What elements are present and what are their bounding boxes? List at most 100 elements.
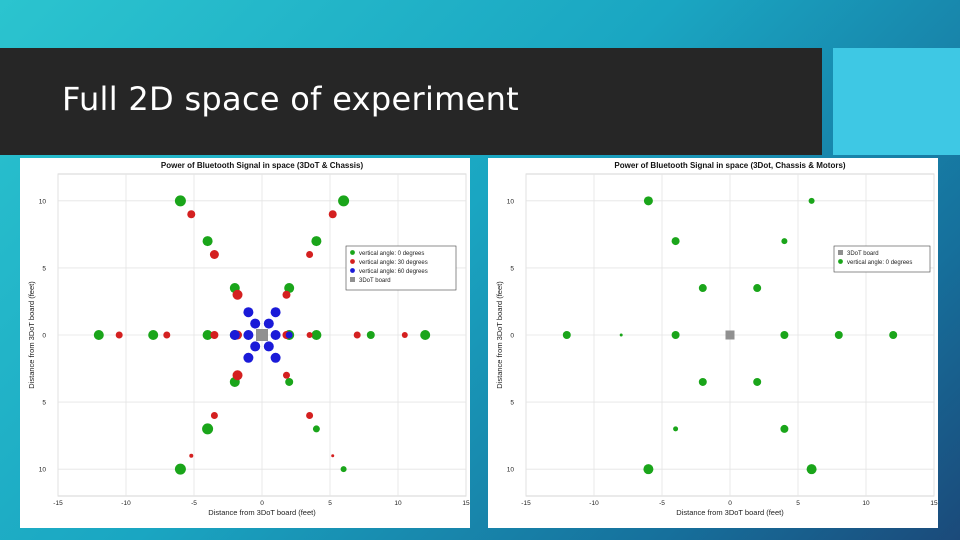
accent-box (833, 48, 960, 155)
x-tick-label: 5 (328, 500, 332, 507)
y-tick-label: 10 (507, 467, 515, 474)
data-point (808, 197, 815, 204)
data-point (250, 318, 261, 329)
legend-swatch (350, 268, 355, 273)
x-tick-label: -10 (121, 500, 131, 507)
data-point (174, 463, 186, 475)
data-point (187, 210, 196, 219)
data-point (232, 370, 243, 381)
x-tick-label: -5 (191, 500, 197, 507)
x-axis-label: Distance from 3DoT board (feet) (676, 508, 784, 517)
y-tick-label: 5 (42, 400, 46, 407)
data-point (232, 289, 243, 300)
legend-label: vertical angle: 0 degrees (359, 251, 424, 257)
data-point (311, 330, 322, 340)
chart-title: Power of Bluetooth Signal in space (3DoT… (161, 161, 364, 170)
data-point (250, 341, 261, 352)
x-tick-label: 15 (930, 500, 938, 507)
y-axis-label: Distance from 3DoT board (feet) (27, 281, 36, 389)
data-point (285, 331, 293, 339)
y-tick-label: 5 (42, 265, 46, 272)
data-point (263, 318, 274, 329)
x-tick-label: 10 (862, 500, 870, 507)
legend-swatch (350, 277, 355, 282)
data-point (270, 330, 281, 340)
legend-label: 3DoT board (847, 251, 879, 257)
data-point (202, 236, 213, 247)
y-axis-label: Distance from 3DoT board (feet) (495, 281, 504, 389)
data-point (282, 290, 291, 299)
data-point (229, 330, 240, 340)
legend-box (833, 245, 931, 273)
data-point (210, 331, 219, 339)
x-tick-label: 0 (728, 500, 732, 507)
legend-swatch (838, 250, 843, 255)
data-point (401, 332, 408, 338)
data-point (115, 331, 123, 339)
data-point (306, 251, 314, 258)
data-point (753, 284, 762, 293)
data-point (366, 331, 375, 339)
data-point (306, 412, 314, 419)
data-point (671, 237, 680, 246)
x-tick-label: 0 (260, 500, 264, 507)
x-axis-label: Distance from 3DoT board (feet) (208, 508, 316, 517)
data-point (698, 377, 707, 386)
y-tick-label: 10 (507, 198, 515, 205)
x-tick-label: -15 (53, 500, 63, 507)
legend-label: vertical angle: 0 degrees (847, 260, 912, 266)
data-point (340, 466, 347, 473)
data-point (270, 352, 281, 363)
data-point (562, 331, 571, 339)
chart-svg: Power of Bluetooth Signal in space (3DoT… (20, 158, 470, 528)
title-bar (0, 48, 822, 155)
x-tick-label: 5 (796, 500, 800, 507)
legend-label: 3DoT board (359, 278, 391, 284)
data-point (753, 377, 762, 386)
data-point (312, 425, 320, 433)
data-point (673, 426, 679, 432)
data-point (619, 333, 623, 337)
data-point (243, 307, 254, 318)
data-point-square (256, 329, 268, 341)
y-tick-label: 0 (510, 333, 514, 340)
data-point (698, 284, 707, 293)
data-point (643, 464, 654, 475)
y-tick-label: 10 (39, 198, 47, 205)
y-tick-label: 10 (39, 467, 47, 474)
legend-label: vertical angle: 60 degrees (359, 269, 428, 275)
x-tick-label: -5 (659, 500, 665, 507)
legend-swatch (838, 259, 843, 264)
chart-svg: Power of Bluetooth Signal in space (3Dot… (488, 158, 938, 528)
data-point (306, 332, 313, 338)
data-point (93, 330, 104, 340)
data-point (311, 236, 322, 247)
legend-swatch (350, 259, 355, 264)
data-point (780, 331, 789, 339)
data-point (189, 453, 194, 458)
data-point (353, 331, 361, 339)
data-point (243, 330, 254, 340)
legend-label: vertical angle: 30 degrees (359, 260, 428, 266)
chart-right: Power of Bluetooth Signal in space (3Dot… (488, 158, 938, 528)
data-point (163, 331, 171, 339)
data-point (282, 371, 290, 379)
data-point-square (725, 330, 735, 340)
data-point (263, 341, 274, 352)
x-tick-label: -10 (589, 500, 599, 507)
data-point (202, 330, 213, 340)
chart-title: Power of Bluetooth Signal in space (3Dot… (614, 161, 845, 170)
y-tick-label: 5 (510, 400, 514, 407)
data-point (420, 330, 431, 340)
x-tick-label: 10 (394, 500, 402, 507)
legend-swatch (350, 250, 355, 255)
x-tick-label: -15 (521, 500, 531, 507)
data-point (285, 377, 294, 386)
data-point (270, 307, 281, 318)
data-point (202, 423, 214, 435)
legend-box (345, 245, 457, 291)
data-point (643, 196, 653, 206)
y-tick-label: 0 (42, 333, 46, 340)
data-point (328, 210, 337, 219)
data-point (174, 195, 186, 207)
